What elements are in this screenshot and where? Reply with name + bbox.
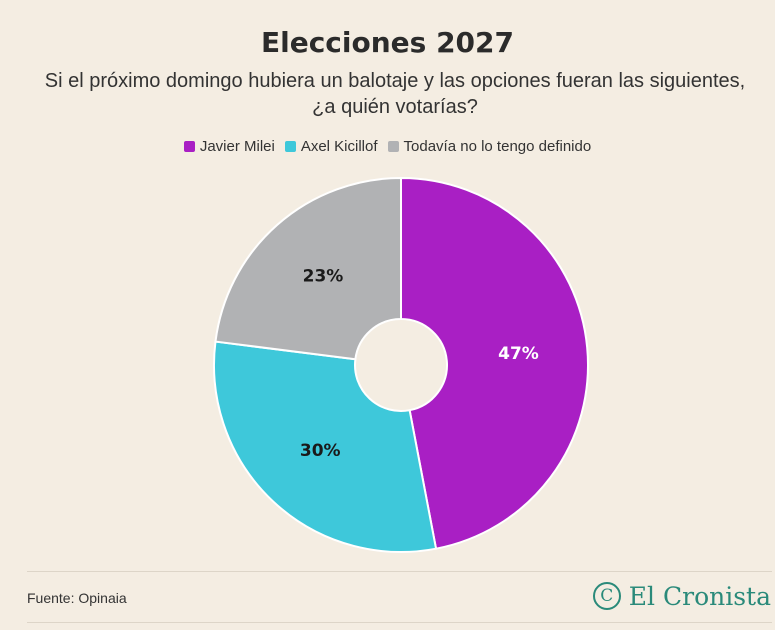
slice-kicillof[interactable] [213, 340, 438, 553]
legend-label-undecided: Todavía no lo tengo definido [403, 138, 592, 155]
footer-divider-top [27, 571, 772, 572]
el-cronista-logo[interactable]: C El Cronista [592, 579, 771, 613]
slice-undecided[interactable] [214, 176, 402, 361]
legend-item-undecided[interactable]: Todavía no lo tengo definido [387, 138, 592, 155]
legend-item-milei[interactable]: Javier Milei [183, 138, 275, 155]
slice-label-undecided: 23% [303, 266, 344, 286]
legend-item-kicillof[interactable]: Axel Kicillof [284, 138, 378, 155]
chart-subtitle: Si el próximo domingo hubiera un balotaj… [44, 70, 746, 118]
legend-label-kicillof: Axel Kicillof [300, 138, 378, 155]
footer-divider-bottom [27, 622, 772, 623]
legend-swatch-milei [183, 141, 195, 152]
legend-swatch-kicillof [284, 141, 296, 152]
logo-wordmark: El Cronista [628, 581, 771, 611]
chart-title: Elecciones 2027 [260, 26, 514, 59]
slice-label-kicillof: 30% [300, 441, 341, 461]
slice-label-milei: 47% [498, 344, 539, 364]
logo-mark-icon: C [592, 582, 621, 610]
source-note: Fuente: Opinaia [27, 590, 127, 606]
legend: Javier Milei Axel Kicillof Todavía no lo… [0, 138, 775, 155]
legend-swatch-undecided [387, 141, 399, 152]
slice-milei[interactable] [400, 176, 589, 550]
donut-chart: 47% 30% 23% [213, 176, 589, 553]
legend-label-milei: Javier Milei [199, 138, 275, 155]
